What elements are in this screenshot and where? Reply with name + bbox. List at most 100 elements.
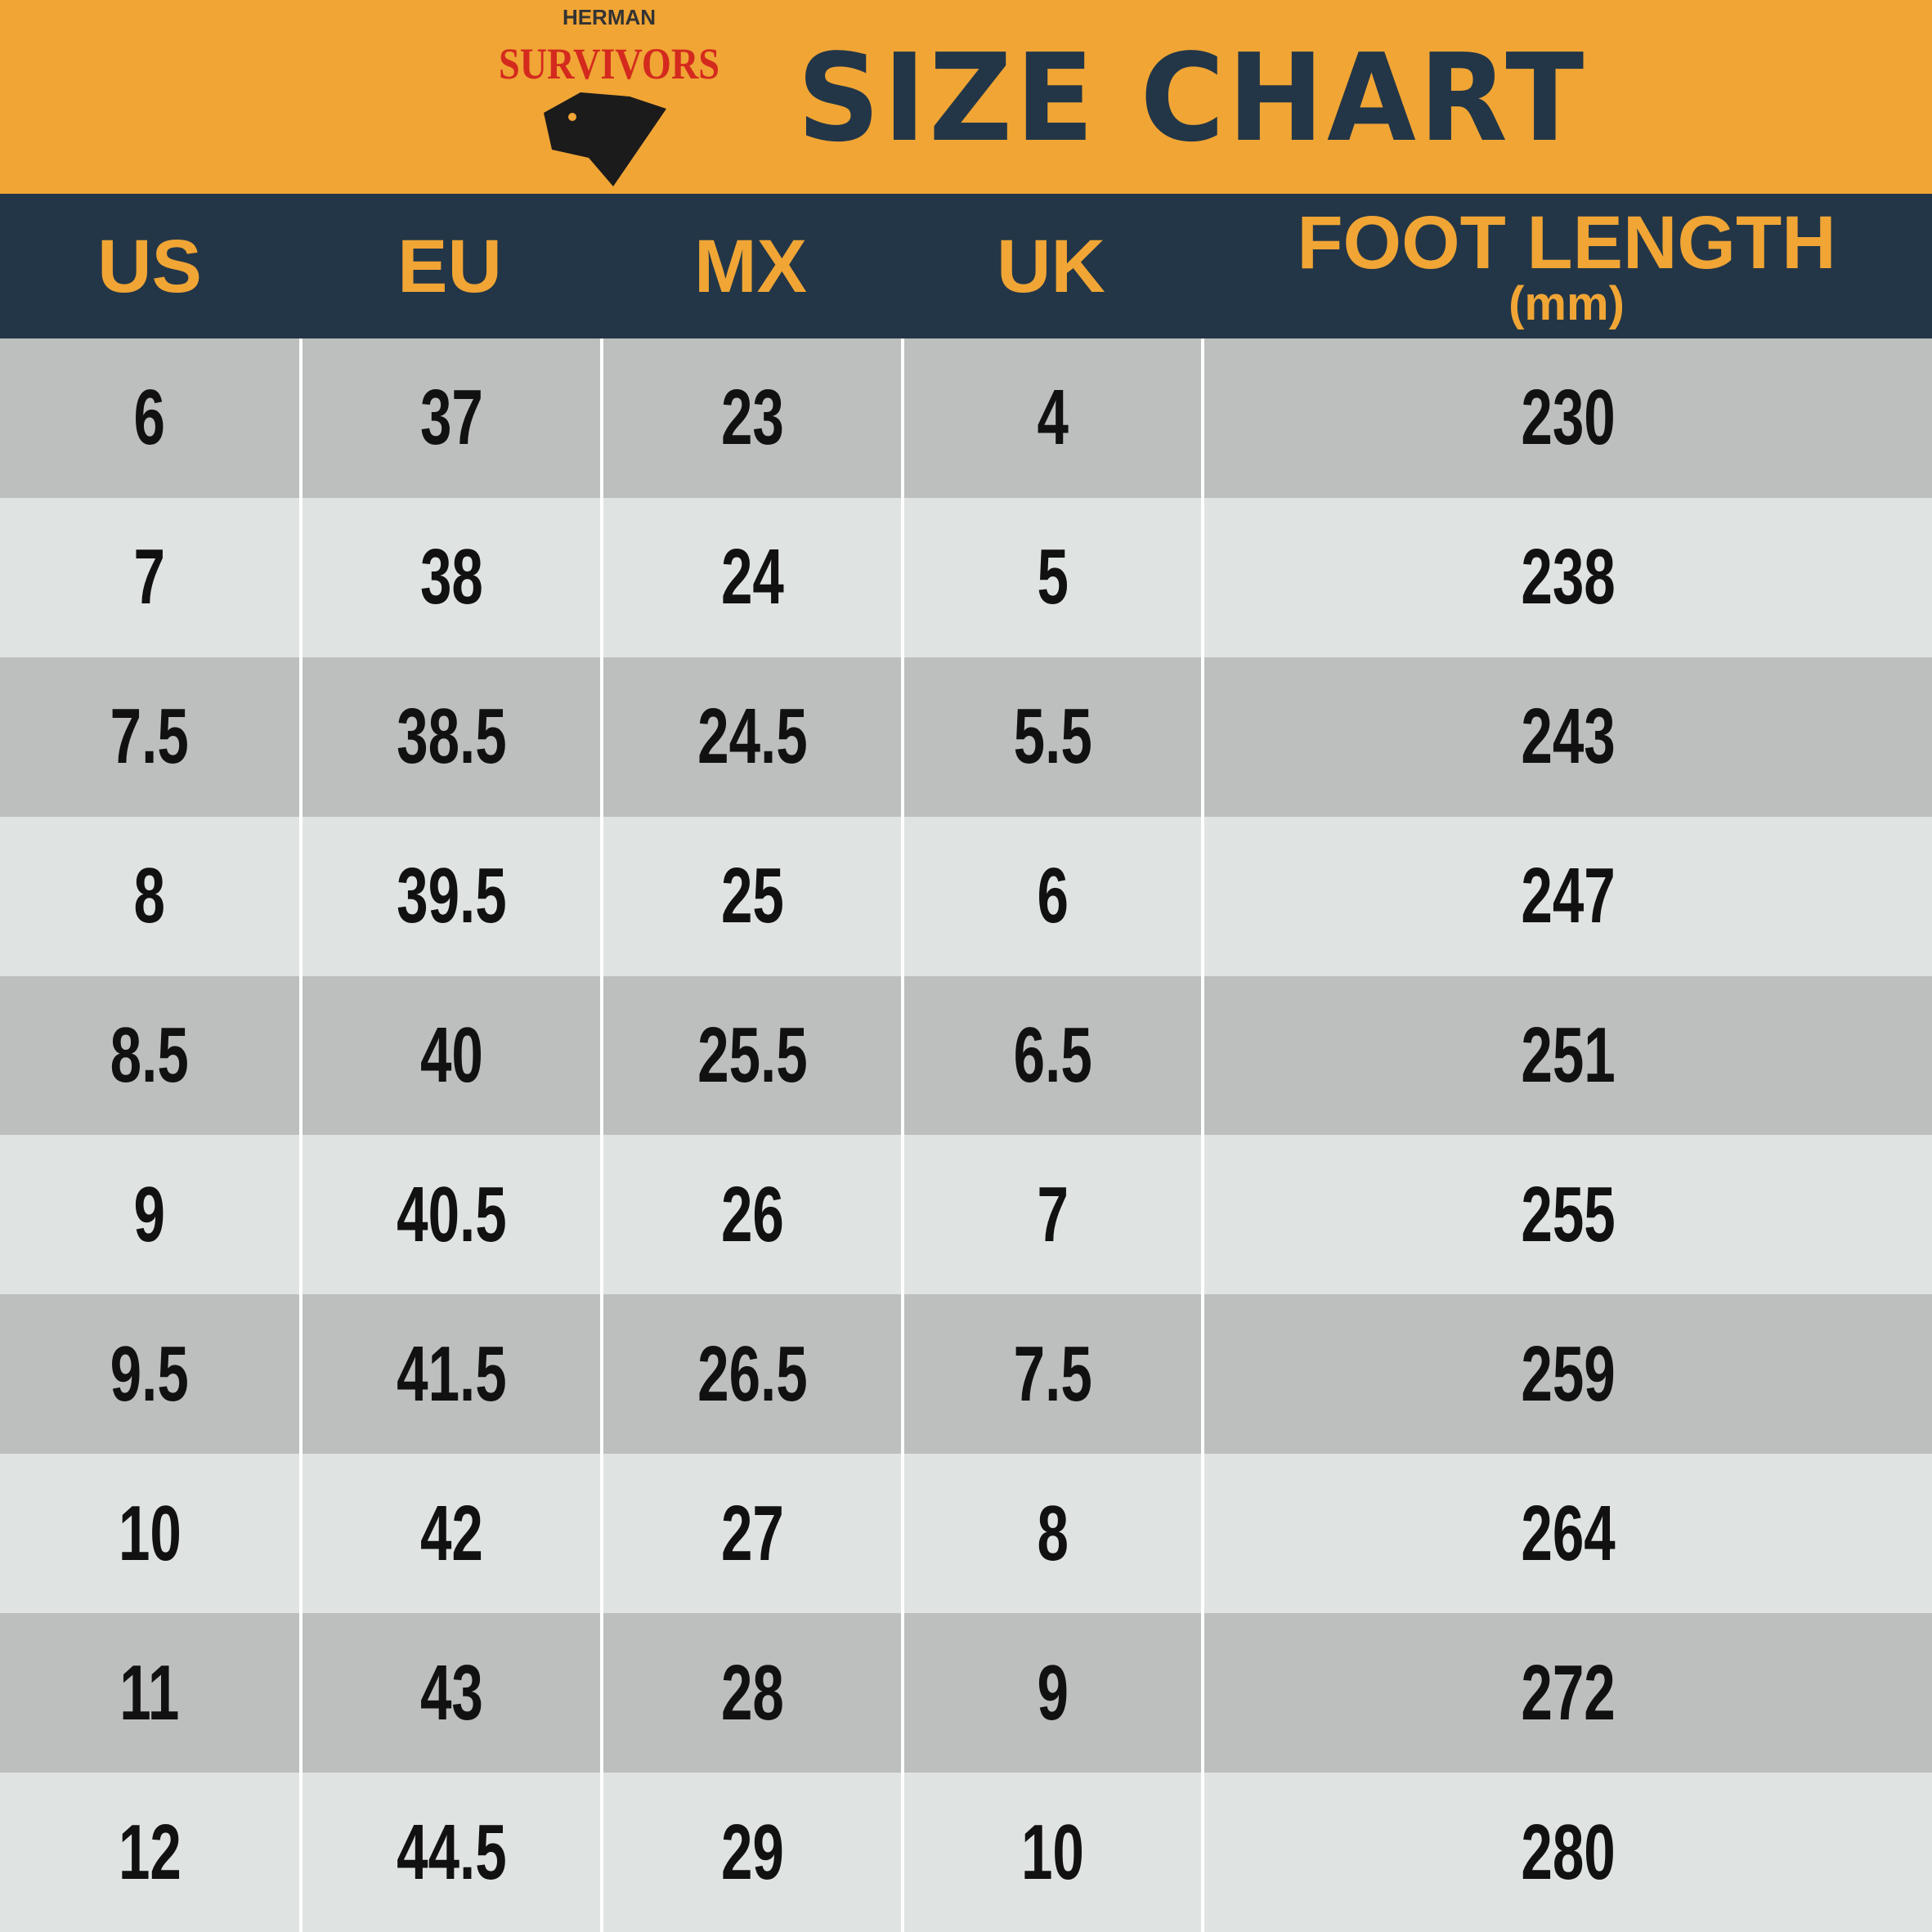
table-cell: 247 xyxy=(1201,816,1932,976)
cell-text: 7 xyxy=(1037,1170,1069,1258)
column-header: UK xyxy=(901,194,1201,338)
table-cell: 9 xyxy=(0,1135,299,1295)
table-cell: 7.5 xyxy=(901,1294,1201,1455)
table-cell: 280 xyxy=(1201,1773,1932,1932)
table-header: US EU MX UK FOOT LENGTH (mm) xyxy=(0,194,1932,338)
cell-text: 43 xyxy=(419,1648,483,1737)
cell-text: 6 xyxy=(1037,852,1069,940)
table-cell: 9.5 xyxy=(0,1294,299,1455)
table-cell: 24 xyxy=(600,497,901,657)
column-header: FOOT LENGTH (mm) xyxy=(1201,194,1932,338)
table-cell: 8 xyxy=(901,1454,1201,1614)
cell-text: 26.5 xyxy=(697,1329,808,1418)
column-label: UK xyxy=(997,224,1105,308)
cell-text: 40.5 xyxy=(396,1170,507,1258)
cell-text: 6.5 xyxy=(1013,1011,1092,1100)
cell-text: 9.5 xyxy=(110,1329,190,1418)
cell-text: 238 xyxy=(1521,533,1616,621)
cell-text: 42 xyxy=(419,1489,483,1577)
table-cell: 40.5 xyxy=(299,1135,600,1295)
column-header: EU xyxy=(299,194,600,338)
page-title: SIZE CHART xyxy=(797,28,1588,168)
cell-text: 7.5 xyxy=(1013,1329,1092,1418)
cell-text: 29 xyxy=(720,1808,784,1896)
table-cell: 24.5 xyxy=(600,657,901,817)
brand-top: HERMAN xyxy=(563,7,656,29)
column-label: US xyxy=(97,224,202,308)
brand: SURVIVORS xyxy=(499,39,719,88)
cell-text: 12 xyxy=(118,1808,182,1896)
bear-eye xyxy=(568,113,576,121)
cell-text: 5.5 xyxy=(1013,693,1092,781)
cell-text: 26 xyxy=(720,1170,784,1258)
cell-text: 9 xyxy=(133,1170,166,1258)
table-cell: 8 xyxy=(0,816,299,976)
cell-text: 39.5 xyxy=(396,852,507,940)
table-cell: 39.5 xyxy=(299,816,600,976)
cell-text: 8.5 xyxy=(110,1011,190,1100)
table-cell: 259 xyxy=(1201,1294,1932,1455)
table-cell: 5.5 xyxy=(901,657,1201,817)
cell-text: 40 xyxy=(419,1011,483,1100)
cell-text: 4 xyxy=(1037,374,1069,462)
cell-text: 5 xyxy=(1037,533,1069,621)
logo: HERMAN SURVIVORS xyxy=(499,7,719,186)
cell-text: 25.5 xyxy=(697,1011,808,1100)
cell-text: 38 xyxy=(419,533,483,621)
cell-text: 272 xyxy=(1521,1648,1616,1737)
cell-text: 7.5 xyxy=(110,693,190,781)
table-cell: 40 xyxy=(299,975,600,1136)
column-label: MX xyxy=(694,224,807,308)
table-cell: 25 xyxy=(600,816,901,976)
table-cell: 4 xyxy=(901,338,1201,498)
table-body: 6 37 23 4 230 7 38 24 5 238 7.5 38.5 24.5 5.5 243 8 39.5… xyxy=(0,338,1932,1932)
table-cell: 251 xyxy=(1201,975,1932,1136)
table-cell: 272 xyxy=(1201,1613,1932,1773)
table-cell: 43 xyxy=(299,1613,600,1773)
table-cell: 264 xyxy=(1201,1454,1932,1614)
cell-text: 9 xyxy=(1037,1648,1069,1737)
cell-text: 243 xyxy=(1521,693,1616,781)
table-cell: 230 xyxy=(1201,338,1932,498)
column-header: US xyxy=(0,194,299,338)
cell-text: 24 xyxy=(720,533,784,621)
cell-text: 280 xyxy=(1521,1808,1616,1896)
table-cell: 12 xyxy=(0,1773,299,1932)
cell-text: 8 xyxy=(1037,1489,1069,1577)
unit-label: (mm) xyxy=(1508,276,1625,330)
column-header: MX xyxy=(600,194,901,338)
table-cell: 7 xyxy=(901,1135,1201,1295)
cell-text: 259 xyxy=(1521,1329,1616,1418)
cell-text: 247 xyxy=(1521,852,1616,940)
cell-text: 38.5 xyxy=(396,693,507,781)
cell-text: 23 xyxy=(720,374,784,462)
cell-text: 41.5 xyxy=(396,1329,507,1418)
cell-text: 230 xyxy=(1521,374,1616,462)
table-cell: 255 xyxy=(1201,1135,1932,1295)
title-bar: HERMAN SURVIVORS SIZE CHART xyxy=(0,0,1932,194)
cell-text: 264 xyxy=(1521,1489,1616,1577)
table-cell: 10 xyxy=(0,1454,299,1614)
column-label: FOOT LENGTH xyxy=(1297,200,1836,285)
cell-text: 7 xyxy=(133,533,166,621)
table-cell: 10 xyxy=(901,1773,1201,1932)
table-cell: 38.5 xyxy=(299,657,600,817)
column-label: EU xyxy=(397,224,502,308)
table-cell: 29 xyxy=(600,1773,901,1932)
cell-text: 27 xyxy=(720,1489,784,1577)
cell-text: 11 xyxy=(119,1648,180,1737)
table-cell: 11 xyxy=(0,1613,299,1773)
cell-text: 10 xyxy=(1021,1808,1084,1896)
cell-text: 24.5 xyxy=(697,693,808,781)
table-cell: 27 xyxy=(600,1454,901,1614)
table-cell: 44.5 xyxy=(299,1773,600,1932)
cell-text: 10 xyxy=(118,1489,182,1577)
cell-text: 8 xyxy=(133,852,166,940)
cell-text: 28 xyxy=(720,1648,784,1737)
table-cell: 8.5 xyxy=(0,975,299,1136)
table-cell: 41.5 xyxy=(299,1294,600,1455)
table-cell: 23 xyxy=(600,338,901,498)
table-cell: 42 xyxy=(299,1454,600,1614)
cell-text: 251 xyxy=(1521,1011,1616,1100)
